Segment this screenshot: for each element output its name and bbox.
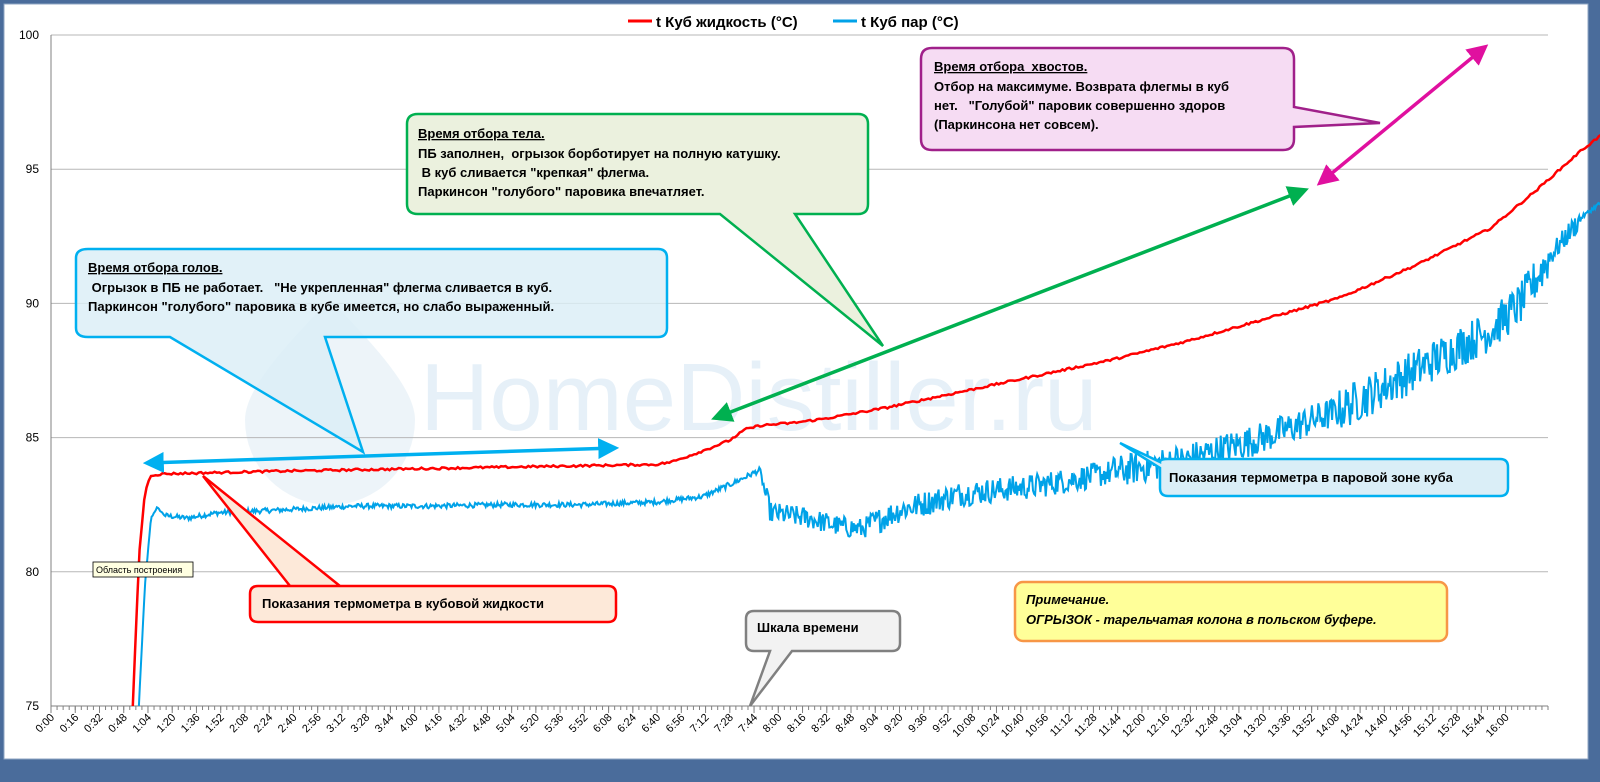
callout-tails-title: Время отбора хвостов. xyxy=(934,59,1087,74)
callout-vapor-box xyxy=(1119,441,1510,498)
callout-body-box xyxy=(405,112,885,347)
note-line: ОГРЫЗОК - тарельчатая колона в польском … xyxy=(1026,612,1377,627)
callout-tails-box xyxy=(919,46,1381,152)
y-axis: 100 95 90 85 80 75 xyxy=(19,28,52,713)
callout-liquid-box xyxy=(202,475,618,624)
callout-liquid: Показания термометра в кубовой жидкости xyxy=(202,475,618,624)
tooltip-frame xyxy=(92,561,194,578)
head-phase-arrow xyxy=(142,438,620,473)
legend-label-vapor: t Куб пар (°C) xyxy=(861,14,959,31)
tail-phase-arrow xyxy=(1316,44,1489,186)
series-line-vapor xyxy=(137,201,1600,706)
y-tick-label: 95 xyxy=(26,162,40,176)
note-line: Примечание. xyxy=(1026,592,1109,607)
y-tick-label: 75 xyxy=(26,699,40,713)
annotation-arrows xyxy=(142,44,1489,473)
callout-tails-line: (Паркинсона нет совсем). xyxy=(934,117,1099,132)
callout-timescale-text: Шкала времени xyxy=(757,620,859,635)
callout-body-line: ПБ заполнен, огрызок борботирует на полн… xyxy=(418,146,781,161)
callout-timescale: Шкала времени xyxy=(744,609,902,707)
y-tick-label: 80 xyxy=(26,565,40,579)
tooltip-text: Область построения xyxy=(96,565,182,575)
callout-heads: Время отбора голов. Огрызок в ПБ не рабо… xyxy=(74,247,669,455)
body-phase-arrow xyxy=(711,186,1309,422)
callout-vapor-text: Показания термометра в паровой зоне куба xyxy=(1169,470,1454,485)
legend: t Куб жидкость (°C) t Куб пар (°C) xyxy=(628,14,959,31)
callout-tails: Время отбора хвостов. Отбор на максимуме… xyxy=(919,46,1381,152)
y-tick-label: 90 xyxy=(26,296,40,310)
callout-heads-line: Паркинсон "голубого" паровика в кубе име… xyxy=(88,299,554,314)
callout-body: Время отбора тела. ПБ заполнен, огрызок … xyxy=(405,112,885,347)
callout-tails-line: нет. "Голубой" паровик совершенно здоров xyxy=(934,98,1225,113)
callout-body-title: Время отбора тела. xyxy=(418,126,545,141)
callout-liquid-text: Показания термометра в кубовой жидкости xyxy=(262,596,544,611)
callout-heads-title: Время отбора голов. xyxy=(88,260,222,275)
y-tick-label: 85 xyxy=(26,431,40,445)
callout-heads-line: Огрызок в ПБ не работает. "Не укрепленна… xyxy=(88,280,552,295)
callout-tails-line: Отбор на максимуме. Возврата флегмы в ку… xyxy=(934,79,1229,94)
legend-label-liquid: t Куб жидкость (°C) xyxy=(656,14,798,31)
y-tick-label: 100 xyxy=(19,28,39,42)
callout-heads-box xyxy=(74,247,669,455)
callout-body-line: Паркинсон "голубого" паровика впечатляет… xyxy=(418,184,705,199)
callout-body-line: В куб сливается "крепкая" флегма. xyxy=(418,165,649,180)
note-box: Примечание. ОГРЫЗОК - тарельчатая колона… xyxy=(1013,580,1449,643)
plot-area-tooltip: Область построения xyxy=(92,561,194,578)
callout-timescale-box xyxy=(744,609,902,707)
note-box-frame xyxy=(1013,580,1449,643)
callout-vapor: Показания термометра в паровой зоне куба xyxy=(1119,441,1510,498)
watermark-text: HomeDistiller.ru xyxy=(420,344,1097,451)
